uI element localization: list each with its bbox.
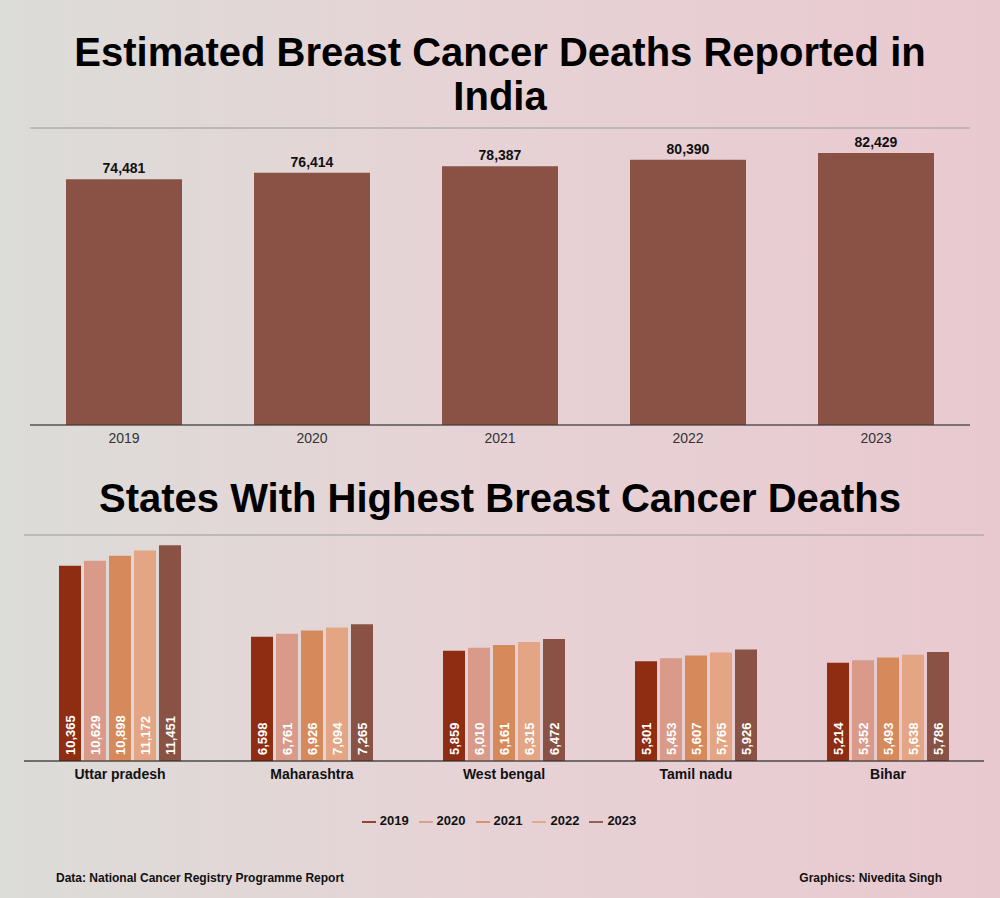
svg-text:6,926: 6,926 <box>305 722 320 755</box>
svg-text:74,481: 74,481 <box>103 160 146 176</box>
svg-text:5,926: 5,926 <box>739 722 754 755</box>
svg-text:5,638: 5,638 <box>906 722 921 755</box>
svg-text:2023: 2023 <box>860 430 891 446</box>
svg-text:5,214: 5,214 <box>831 722 846 755</box>
svg-text:6,472: 6,472 <box>547 722 562 755</box>
html-text:2021: 2021 <box>493 813 523 828</box>
svg-text:Bihar: Bihar <box>870 766 906 782</box>
html-text:Graphics: Nivedita Singh: Graphics: Nivedita Singh <box>799 871 942 885</box>
svg-text:10,365: 10,365 <box>63 715 78 755</box>
html-text:2022: 2022 <box>550 813 580 828</box>
svg-text:2022: 2022 <box>672 430 703 446</box>
svg-text:2019: 2019 <box>108 430 139 446</box>
svg-text:76,414: 76,414 <box>291 154 334 170</box>
svg-text:11,451: 11,451 <box>163 716 178 755</box>
svg-text:5,352: 5,352 <box>856 722 871 755</box>
svg-text:5,786: 5,786 <box>931 722 946 755</box>
svg-text:5,859: 5,859 <box>447 722 462 755</box>
svg-text:6,315: 6,315 <box>522 722 537 755</box>
svg-text:6,010: 6,010 <box>472 722 487 755</box>
svg-text:5,301: 5,301 <box>639 722 654 755</box>
html-text:States With Highest Breast Can: States With Highest Breast Cancer Deaths <box>99 476 901 520</box>
svg-text:West bengal: West bengal <box>463 766 545 782</box>
html-text:Estimated Breast Cancer Deaths: Estimated Breast Cancer Deaths Reported … <box>74 30 926 118</box>
svg-text:7,265: 7,265 <box>355 722 370 755</box>
svg-text:2021: 2021 <box>484 430 515 446</box>
svg-text:5,765: 5,765 <box>714 722 729 755</box>
html-text:2020: 2020 <box>436 813 466 828</box>
svg-text:78,387: 78,387 <box>479 147 522 163</box>
svg-text:Tamil nadu: Tamil nadu <box>660 766 733 782</box>
svg-text:10,898: 10,898 <box>113 715 128 755</box>
svg-text:Maharashtra: Maharashtra <box>270 766 353 782</box>
svg-text:11,172: 11,172 <box>138 716 153 755</box>
svg-text:2020: 2020 <box>296 430 327 446</box>
html-text:2023: 2023 <box>607 813 637 828</box>
svg-text:7,094: 7,094 <box>330 722 345 755</box>
svg-text:5,453: 5,453 <box>664 722 679 755</box>
svg-text:5,607: 5,607 <box>689 722 704 755</box>
svg-text:80,390: 80,390 <box>667 141 710 157</box>
html-text:2019: 2019 <box>379 813 409 828</box>
svg-text:5,493: 5,493 <box>881 722 896 755</box>
svg-text:10,629: 10,629 <box>88 715 103 755</box>
svg-text:82,429: 82,429 <box>855 134 898 150</box>
svg-text:6,161: 6,161 <box>497 722 512 755</box>
svg-text:Uttar pradesh: Uttar pradesh <box>74 766 165 782</box>
svg-text:6,598: 6,598 <box>255 722 270 755</box>
svg-text:6,761: 6,761 <box>280 722 295 755</box>
html-text:Data: National Cancer Registry: Data: National Cancer Registry Programme… <box>56 871 345 885</box>
